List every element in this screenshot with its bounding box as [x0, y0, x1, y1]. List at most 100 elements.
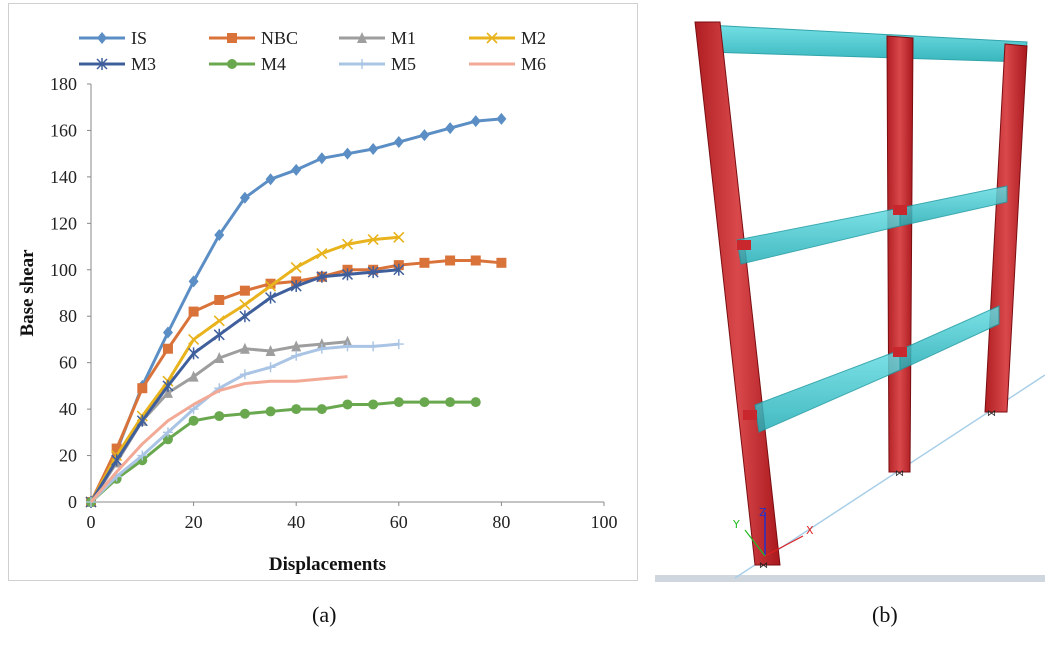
- x-tick-label: 60: [390, 512, 408, 532]
- caption-b: (b): [872, 602, 898, 627]
- pushover-chart: 0 20 40 60 80 100 120 140 160 180 0 20 40 60 80 100 Disp…: [17, 28, 618, 575]
- data-point-m4: [419, 397, 430, 408]
- legend-marker-m2: [486, 32, 498, 44]
- data-point-m3: [341, 268, 354, 281]
- data-point-m4: [445, 397, 456, 408]
- legend-label-m2: M2: [521, 28, 546, 48]
- y-tick-label: 0: [68, 492, 77, 512]
- data-point-m5: [162, 427, 173, 438]
- y-tick-label: 80: [59, 306, 77, 326]
- series-line-m6: [89, 375, 348, 503]
- data-point-nbc: [111, 443, 122, 454]
- y-tick-label: 60: [59, 353, 77, 373]
- joint: [737, 240, 751, 250]
- data-point-nbc: [188, 306, 199, 317]
- data-point-m1: [342, 335, 353, 347]
- data-point-nbc: [162, 343, 173, 354]
- x-tick-label: 80: [492, 512, 510, 532]
- data-point-m1: [214, 352, 225, 364]
- data-point-nbc: [137, 383, 148, 394]
- x-tick-label: 0: [87, 512, 96, 532]
- legend-label-nbc: NBC: [261, 28, 298, 48]
- roof-beam: [706, 24, 1028, 63]
- lower-beam-right: [899, 305, 1000, 371]
- data-point-m3: [393, 263, 405, 276]
- legend-label-m5: M5: [391, 54, 416, 74]
- data-point-m2: [264, 280, 277, 292]
- data-point-is: [239, 191, 250, 204]
- data-point-nbc: [496, 257, 507, 268]
- data-point-m3: [290, 280, 302, 293]
- legend-label-m4: M4: [261, 54, 286, 74]
- x-axis-arrow: [764, 535, 804, 557]
- data-point-m4: [368, 399, 379, 410]
- chart-panel: 0 20 40 60 80 100 120 140 160 180 0 20 40 60 80 100 Disp…: [8, 3, 638, 581]
- data-point-m3: [239, 310, 251, 323]
- data-point-m1: [265, 345, 276, 357]
- y-axis-title: Base shear: [17, 249, 38, 337]
- data-point-m1: [162, 386, 173, 398]
- y-tick-label: 20: [59, 446, 77, 466]
- data-point-is: [188, 275, 199, 288]
- data-point-is: [291, 163, 302, 176]
- data-point-m1: [188, 370, 199, 382]
- caption-a: (a): [312, 602, 337, 627]
- x-axis-title: Displacements: [269, 554, 386, 575]
- legend-label-is: IS: [131, 28, 147, 48]
- data-point-is: [342, 147, 353, 160]
- series-line-m4: [89, 400, 476, 504]
- data-point-is: [393, 136, 404, 149]
- data-point-is: [470, 115, 481, 128]
- legend-marker-m4: [227, 59, 237, 69]
- support-marker: ⋈: [759, 561, 768, 571]
- legend-marker-m5: [357, 59, 367, 69]
- legend-label-m6: M6: [521, 54, 546, 74]
- lower-beam-left: [754, 349, 901, 433]
- data-point-m2: [393, 231, 405, 243]
- data-point-is: [496, 112, 507, 125]
- data-point-nbc: [214, 294, 225, 305]
- data-point-m4: [393, 397, 404, 408]
- y-tick-label: 160: [50, 120, 77, 140]
- data-point-nbc: [419, 257, 430, 268]
- joint: [893, 347, 907, 357]
- data-point-m2: [239, 299, 251, 311]
- data-point-m3: [162, 379, 174, 392]
- y-tick-label: 180: [50, 74, 77, 94]
- data-point-m4: [214, 411, 225, 422]
- data-point-m5: [265, 362, 276, 373]
- y-tick-label: 40: [59, 399, 77, 419]
- upper-beam-right: [899, 185, 1008, 227]
- data-point-m2: [341, 238, 354, 250]
- left-column: [694, 21, 781, 566]
- data-point-m1: [239, 342, 250, 354]
- data-point-m5: [316, 343, 327, 354]
- data-point-is: [316, 152, 327, 165]
- y-axis-arrow: [744, 529, 766, 557]
- middle-column: [886, 35, 914, 473]
- y-tick-label: 140: [50, 167, 77, 187]
- data-point-m2: [367, 234, 379, 246]
- legend-marker-is: [97, 32, 107, 44]
- 3d-frame-model: ⋈ ⋈ ⋈ Z X Y: [655, 21, 1045, 582]
- legend-label-m3: M3: [131, 54, 156, 74]
- data-point-m5: [393, 339, 404, 350]
- legend-marker-nbc: [227, 33, 237, 43]
- ground-plane: [655, 575, 1045, 582]
- data-point-is: [368, 143, 379, 156]
- data-point-m2: [290, 261, 302, 274]
- data-point-m1: [316, 338, 327, 350]
- data-point-is: [162, 326, 173, 339]
- data-point-nbc: [445, 255, 456, 266]
- joint: [893, 205, 907, 215]
- data-point-m4: [316, 404, 327, 415]
- data-point-is: [265, 173, 276, 186]
- data-point-m4: [188, 415, 199, 426]
- data-point-m5: [342, 341, 353, 352]
- data-point-m3: [265, 291, 277, 304]
- data-point-m3: [316, 270, 328, 283]
- data-point-nbc: [265, 278, 276, 289]
- data-point-m5: [291, 350, 302, 361]
- data-point-m4: [239, 408, 250, 419]
- data-point-is: [214, 228, 225, 241]
